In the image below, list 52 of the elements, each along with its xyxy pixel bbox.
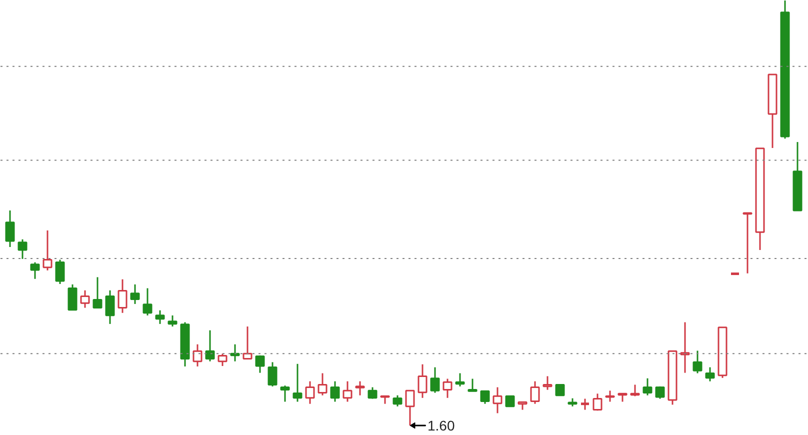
candlestick	[630, 384, 640, 397]
candlestick	[18, 238, 28, 260]
candlestick	[305, 380, 315, 405]
candlestick	[42, 230, 52, 272]
candlestick	[692, 350, 702, 374]
candlestick	[330, 380, 340, 402]
candlestick	[192, 344, 202, 368]
candlestick	[92, 276, 102, 309]
candlestick	[405, 390, 415, 426]
candlestick	[268, 361, 278, 388]
candlestick	[168, 314, 178, 328]
candlestick	[118, 278, 128, 314]
candlestick	[592, 392, 602, 412]
candlestick	[242, 326, 252, 360]
candlestick	[480, 390, 490, 405]
candlestick	[68, 284, 78, 312]
candlestick	[455, 372, 465, 388]
candlestick	[418, 364, 428, 399]
candlestick	[742, 212, 752, 274]
candlestick	[30, 262, 40, 280]
candlestick	[430, 366, 440, 394]
candlestick	[542, 375, 552, 391]
candlestick	[255, 354, 265, 374]
candlestick	[218, 352, 228, 367]
candlestick	[530, 380, 540, 405]
candlestick	[142, 287, 152, 316]
candlestick	[442, 378, 452, 399]
candlestick	[155, 310, 165, 325]
candlestick	[605, 390, 615, 402]
annotation: 1.60	[428, 418, 455, 434]
candlestick	[80, 290, 90, 309]
candlestick	[55, 259, 65, 285]
candlestick	[5, 210, 15, 248]
candlestick	[505, 395, 515, 408]
candlestick	[392, 394, 402, 408]
candlestick	[705, 366, 715, 382]
candlestick	[280, 384, 290, 402]
candlestick	[555, 384, 565, 396]
candlestick	[130, 284, 140, 305]
candlestick	[230, 344, 240, 362]
candlestick	[580, 398, 590, 411]
candlestick	[655, 386, 665, 400]
candlestick	[468, 378, 478, 392]
candlestick	[318, 372, 328, 396]
candlestick	[492, 386, 502, 414]
candlestick	[642, 378, 652, 396]
candlestick	[342, 380, 352, 402]
candlestick	[105, 290, 115, 325]
candlestick	[355, 380, 365, 396]
candlestick	[680, 321, 690, 374]
candlestick	[205, 330, 215, 362]
candlestick	[292, 363, 302, 402]
